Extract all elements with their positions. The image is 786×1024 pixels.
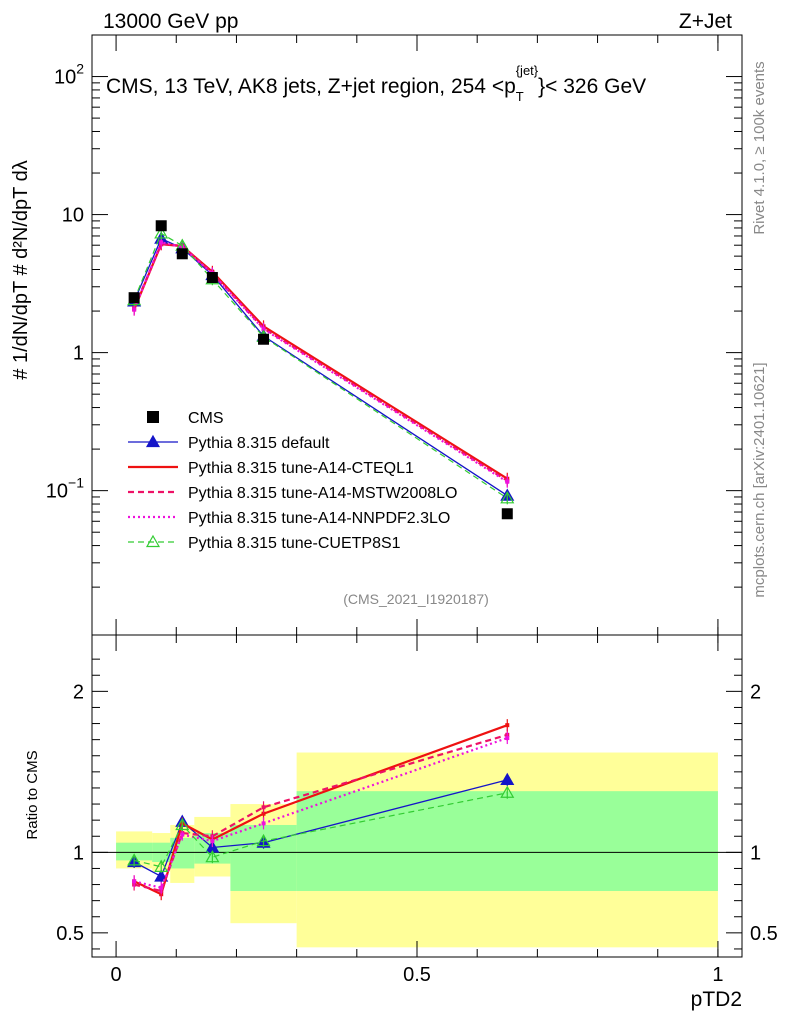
ratio-point-5-3 <box>205 849 220 863</box>
plot-title: CMS, 13 TeV, AK8 jets, Z+jet region, 254… <box>106 63 646 104</box>
y-axis-label-main: # 1/dN/dpT # d²N/dpT dλ <box>10 160 32 379</box>
y-axis-label-ratio: Ratio to CMS <box>24 750 41 839</box>
ratio-ytick-label-r-2: 2 <box>750 681 761 703</box>
main-ytick-label-0: 10−1 <box>46 475 84 503</box>
ratio-line-3 <box>133 733 508 893</box>
plot-title-main: CMS, 13 TeV, AK8 jets, Z+jet region, 254… <box>106 75 516 98</box>
ratio-line-2 <box>133 724 508 896</box>
legend-entry-1: Pythia 8.315 default <box>128 434 330 452</box>
ratio-point-4-5 <box>505 736 510 741</box>
legend-marker-5 <box>145 534 161 548</box>
ratio-point-1-1 <box>154 869 169 882</box>
main-line-3 <box>133 243 508 482</box>
plot-title-end: }< 326 GeV <box>538 75 646 98</box>
ratio-series-4 <box>132 732 510 894</box>
header-left: 13000 GeV pp <box>103 10 238 33</box>
legend-entry-3: Pythia 8.315 tune-A14-MSTW2008LO <box>128 485 457 502</box>
legend-entry-5: Pythia 8.315 tune-CUETP8S1 <box>128 534 401 552</box>
main-ytick-label-2: 10 <box>62 205 84 227</box>
cms-point-3 <box>206 272 218 284</box>
ratio-point-4-1 <box>159 885 164 890</box>
ratio-ytick-label-0: 0.5 <box>56 923 84 945</box>
ratio-uncertainty-bands <box>92 752 742 948</box>
ratio-series-5 <box>127 785 515 873</box>
band-green-5 <box>296 791 718 891</box>
xtick-label-1: 0.5 <box>403 964 431 986</box>
legend-label-4: Pythia 8.315 tune-A14-NNPDF2.3LO <box>188 510 450 527</box>
main-series-cms <box>128 220 513 520</box>
legend-entry-0: CMS <box>147 410 224 427</box>
legend-marker-cms <box>147 411 159 423</box>
xtick-label-0: 0 <box>111 964 122 986</box>
ratio-point-4-2 <box>180 832 185 837</box>
cms-point-1 <box>155 220 167 232</box>
main-point-4-5 <box>505 479 510 484</box>
legend-label-1: Pythia 8.315 default <box>188 435 330 452</box>
main-line-4 <box>133 241 508 483</box>
ratio-point-4-4 <box>261 821 266 826</box>
ratio-point-4-0 <box>132 879 137 884</box>
plot-title-sub: T <box>516 89 524 104</box>
ratio-point-3-4 <box>261 805 266 810</box>
header-right: Z+Jet <box>679 10 732 33</box>
legend-entry-4: Pythia 8.315 tune-A14-NNPDF2.3LO <box>128 510 450 527</box>
cms-point-4 <box>258 333 270 345</box>
x-axis-label: pTD2 <box>691 988 742 1011</box>
main-point-4-4 <box>261 327 266 332</box>
main-ytick-label-3: 102 <box>54 61 84 89</box>
analysis-id: (CMS_2021_I1920187) <box>343 591 489 607</box>
axes: 10−1 1 10 102 0.5 0.5 1 1 2 2 0 0.5 1 <box>46 34 778 986</box>
main-ytick-label-1: 1 <box>73 343 84 365</box>
ratio-point-4-3 <box>210 839 215 844</box>
ratio-ytick-label-r-0: 0.5 <box>750 923 778 945</box>
xtick-label-2: 1 <box>712 964 723 986</box>
plot-title-sup: {jet} <box>516 63 539 78</box>
legend: CMS Pythia 8.315 default Pythia 8.315 tune… <box>128 410 457 552</box>
ratio-line-4 <box>133 736 508 890</box>
ratio-point-1-5 <box>500 772 515 785</box>
ratio-point-5-5 <box>500 785 515 798</box>
legend-entry-2: Pythia 8.315 tune-A14-CTEQL1 <box>128 460 414 477</box>
legend-label-0: CMS <box>188 410 224 427</box>
legend-label-3: Pythia 8.315 tune-A14-MSTW2008LO <box>188 485 457 502</box>
cms-point-5 <box>501 508 513 520</box>
ratio-ytick-label-1: 1 <box>73 842 84 864</box>
ratio-series <box>127 719 515 901</box>
ratio-point-5-4 <box>256 833 271 847</box>
ratio-point-5-2 <box>175 817 190 831</box>
ratio-point-2-5 <box>505 723 510 728</box>
ratio-point-2-4 <box>261 811 266 816</box>
ratio-point-5-0 <box>127 853 142 866</box>
cms-point-2 <box>176 248 188 260</box>
band-green-0 <box>116 842 153 861</box>
legend-label-2: Pythia 8.315 tune-A14-CTEQL1 <box>188 460 414 477</box>
ratio-point-5-1 <box>154 859 169 872</box>
ratio-ytick-label-2: 2 <box>73 681 84 703</box>
main-point-4-1 <box>159 240 164 245</box>
main-line-1 <box>133 237 508 497</box>
main-point-5-1 <box>154 226 169 239</box>
legend-marker-1 <box>145 434 161 448</box>
source-label: mcplots.cern.ch [arXiv:2401.10621] <box>751 362 768 597</box>
legend-label-5: Pythia 8.315 tune-CUETP8S1 <box>188 535 401 552</box>
main-series <box>127 220 515 520</box>
ratio-line-5 <box>133 792 508 868</box>
ratio-ytick-label-r-1: 1 <box>750 842 761 864</box>
main-point-4-0 <box>132 307 137 312</box>
cms-point-0 <box>128 292 140 304</box>
rivet-label: Rivet 4.1.0, ≥ 100k events <box>751 61 768 234</box>
main-point-5-5 <box>500 491 515 504</box>
